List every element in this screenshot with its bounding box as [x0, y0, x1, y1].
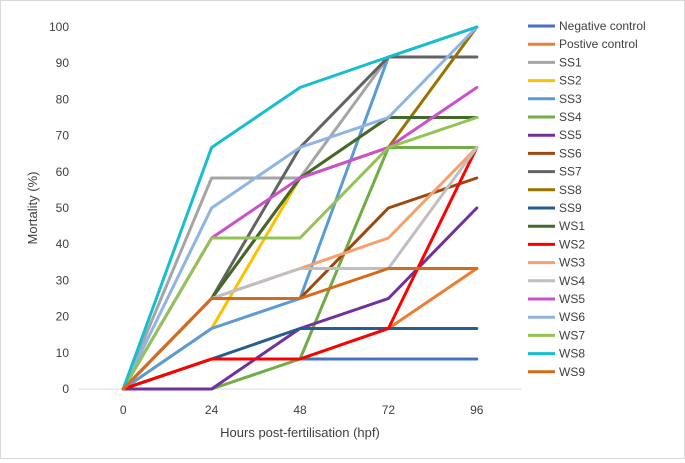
- legend-label-ss4: SS4: [559, 110, 582, 124]
- legend-label-negative-control: Negative control: [559, 19, 646, 33]
- x-tick-label: 48: [293, 403, 307, 417]
- x-axis: 0 24 48 72 96: [79, 388, 521, 417]
- legend-label-ss6: SS6: [559, 146, 582, 160]
- x-tick-label: 96: [470, 403, 484, 417]
- series-line-ss7: [121, 55, 479, 391]
- x-axis-label: Hours post-fertilisation (hpf): [220, 425, 380, 440]
- legend-label-ss5: SS5: [559, 128, 582, 142]
- y-tick-label: 30: [56, 273, 70, 287]
- series-line-ws9: [121, 267, 479, 391]
- y-tick-label: 50: [56, 201, 70, 215]
- legend-label-ws7: WS7: [559, 328, 585, 342]
- series-line-ws7: [121, 116, 479, 391]
- y-tick-label: 70: [56, 129, 70, 143]
- legend: Negative control Postive control SS1 SS2 SS3…: [528, 19, 646, 379]
- y-tick-label: 40: [56, 237, 70, 251]
- legend-label-ws4: WS4: [559, 274, 585, 288]
- legend-label-ss1: SS1: [559, 55, 582, 69]
- legend-label-postive-control: Postive control: [559, 37, 638, 51]
- y-axis: 0 10 20 30 40 50 60 70 80 90 100: [49, 20, 69, 396]
- legend-label-ws6: WS6: [559, 310, 585, 324]
- legend-label-ws2: WS2: [559, 237, 585, 251]
- series-line-ws8: [121, 25, 479, 391]
- series-group: [121, 25, 479, 391]
- y-tick-label: 90: [56, 56, 70, 70]
- legend-label-ss3: SS3: [559, 92, 582, 106]
- series-line-ss1: [121, 55, 479, 391]
- series-line-ws6: [121, 25, 479, 391]
- legend-label-ws9: WS9: [559, 365, 585, 379]
- legend-label-ws3: WS3: [559, 256, 585, 270]
- y-tick-label: 100: [49, 20, 69, 34]
- legend-label-ws5: WS5: [559, 292, 585, 306]
- legend-label-ss2: SS2: [559, 74, 582, 88]
- y-tick-label: 80: [56, 92, 70, 106]
- legend-label-ws8: WS8: [559, 347, 585, 361]
- y-tick-label: 20: [56, 310, 70, 324]
- x-tick-label: 0: [120, 403, 127, 417]
- legend-label-ss7: SS7: [559, 165, 582, 179]
- legend-label-ss9: SS9: [559, 201, 582, 215]
- y-axis-label: Mortality (%): [25, 172, 40, 245]
- x-tick-label: 24: [205, 403, 219, 417]
- y-tick-label: 10: [56, 346, 70, 360]
- series-line-negative-control: [121, 357, 479, 391]
- y-tick-label: 0: [62, 382, 69, 396]
- legend-label-ws1: WS1: [559, 219, 585, 233]
- legend-label-ss8: SS8: [559, 183, 582, 197]
- x-tick-label: 72: [382, 403, 396, 417]
- y-tick-label: 60: [56, 165, 70, 179]
